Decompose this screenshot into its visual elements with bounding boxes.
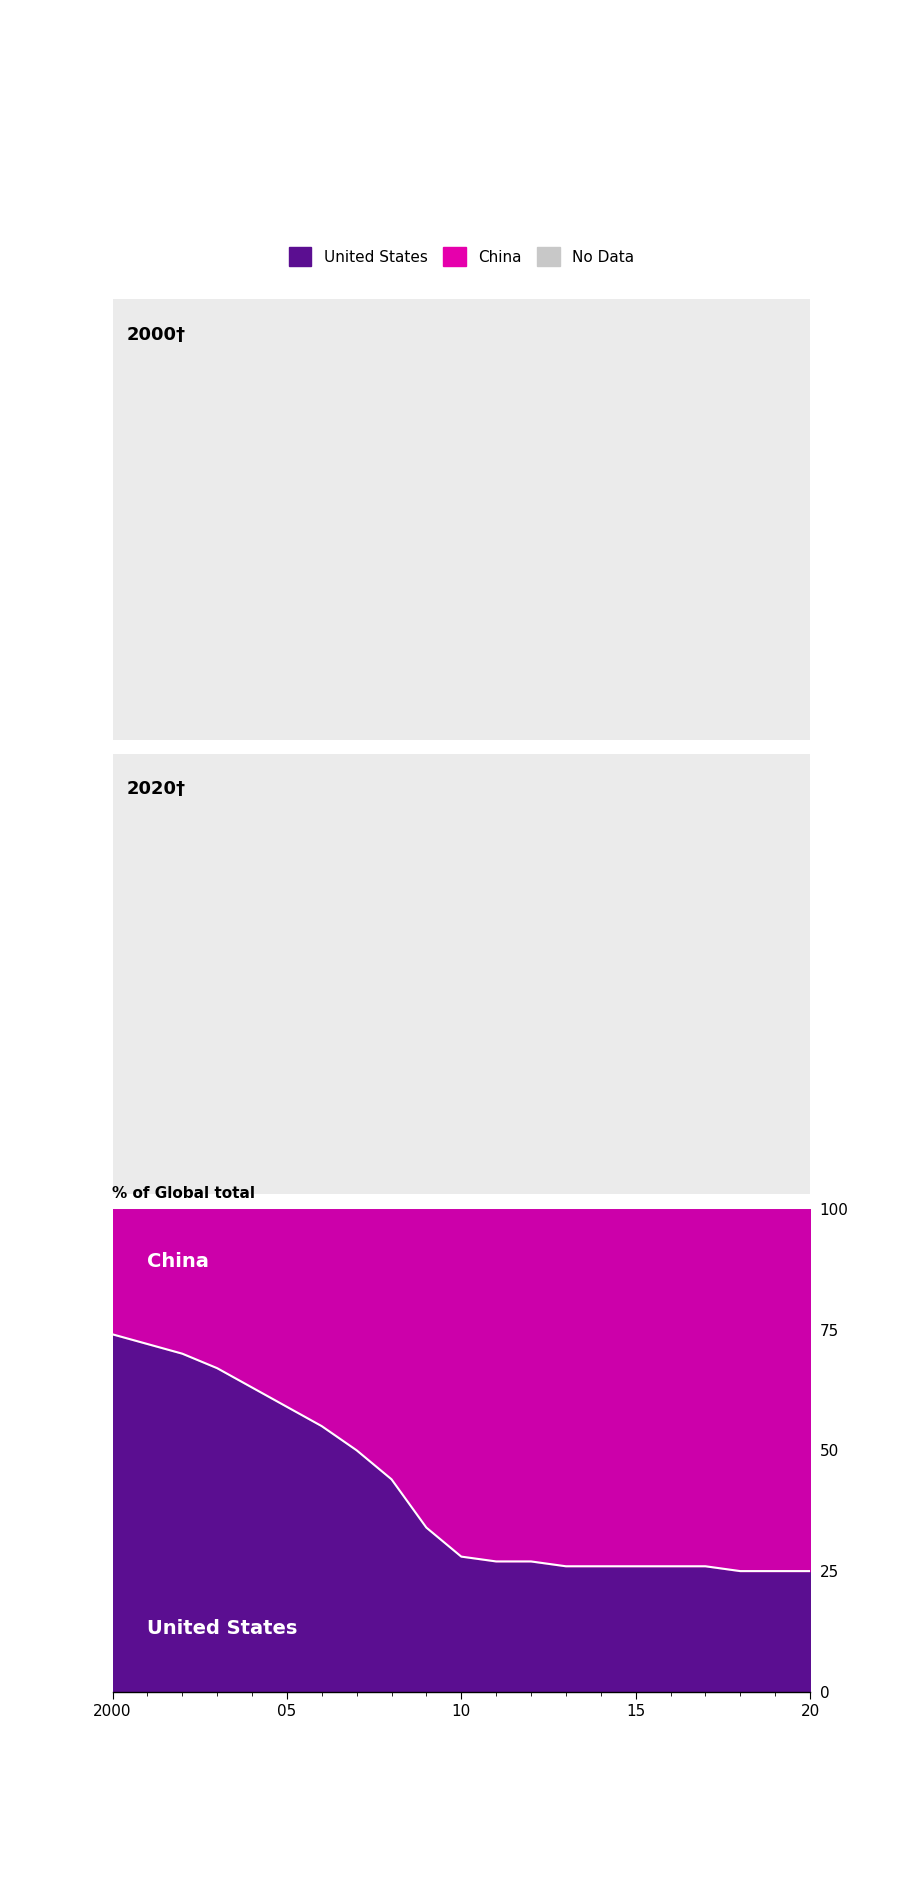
Text: United States: United States [148,1620,298,1639]
Text: 2020†: 2020† [126,781,185,798]
Text: % of Global total: % of Global total [112,1186,256,1201]
Text: China: China [148,1251,209,1270]
Legend: United States, China, No Data: United States, China, No Data [289,247,634,266]
Text: 2000†: 2000† [126,325,185,344]
